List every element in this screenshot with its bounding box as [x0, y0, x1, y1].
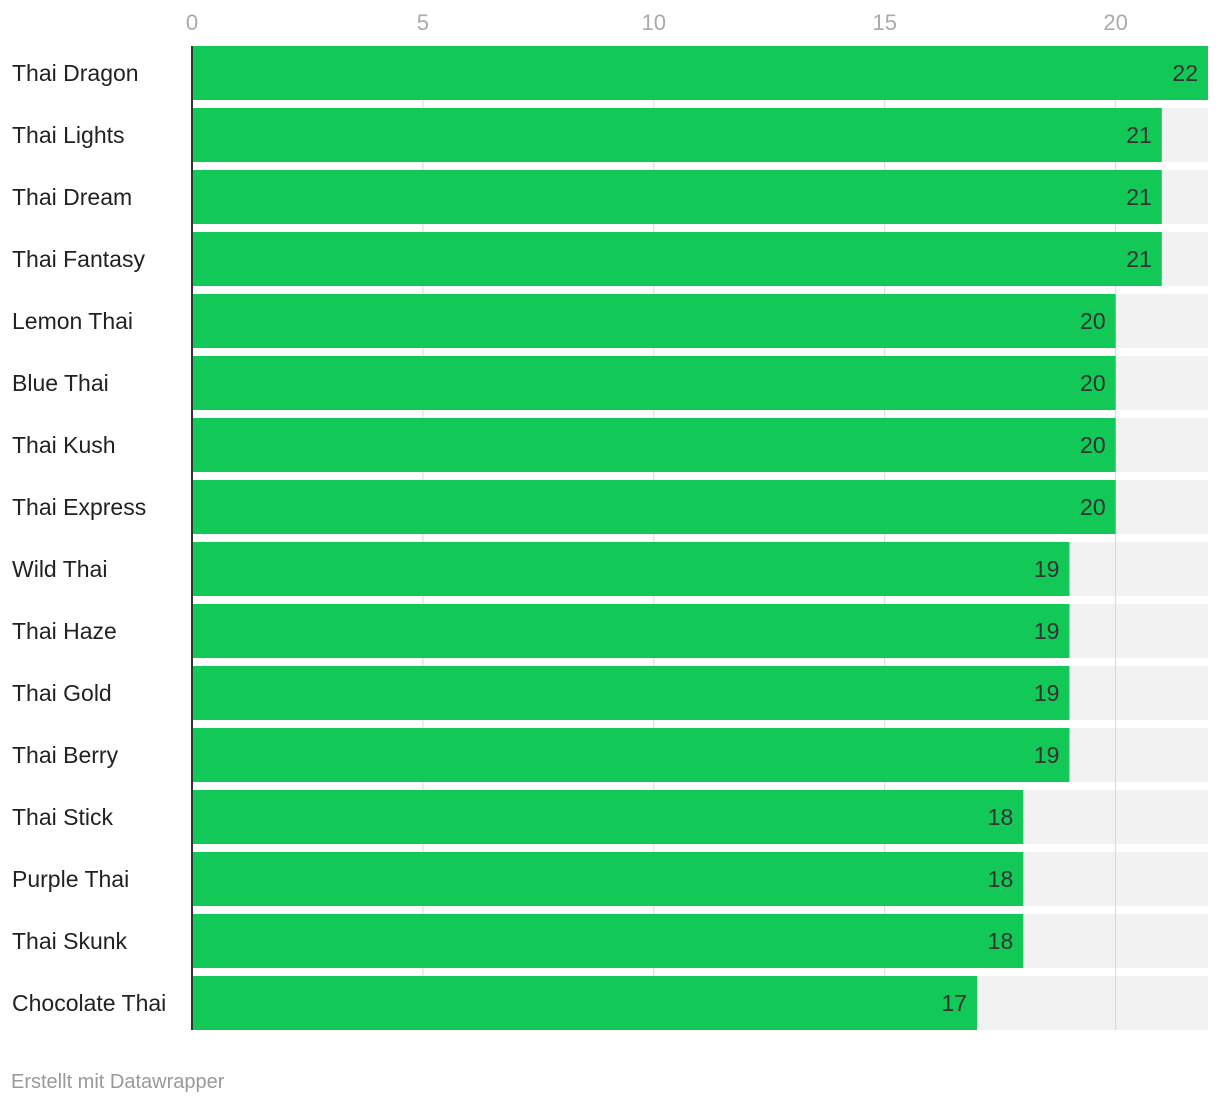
value-label: 18: [988, 804, 1014, 830]
value-label: 18: [988, 866, 1014, 892]
value-label: 20: [1080, 308, 1106, 334]
category-label: Blue Thai: [12, 370, 109, 396]
category-label: Wild Thai: [12, 556, 107, 582]
bar: [192, 728, 1070, 782]
bar: [192, 418, 1116, 472]
x-tick-label: 20: [1103, 10, 1127, 35]
value-label: 17: [941, 990, 967, 1016]
bar: [192, 356, 1116, 410]
bar: [192, 294, 1116, 348]
value-label: 19: [1034, 742, 1060, 768]
value-label: 20: [1080, 432, 1106, 458]
category-label: Thai Kush: [12, 432, 116, 458]
value-label: 19: [1034, 556, 1060, 582]
x-tick-label: 10: [642, 10, 666, 35]
bar: [192, 232, 1162, 286]
x-tick-label: 0: [186, 10, 198, 35]
bar: [192, 852, 1024, 906]
bar: [192, 108, 1162, 162]
bar: [192, 666, 1070, 720]
category-label: Thai Lights: [12, 122, 125, 148]
value-label: 21: [1126, 122, 1152, 148]
value-label: 21: [1126, 184, 1152, 210]
category-label: Lemon Thai: [12, 308, 133, 334]
category-label: Thai Dream: [12, 184, 132, 210]
category-label: Thai Fantasy: [12, 246, 145, 272]
category-label: Purple Thai: [12, 866, 129, 892]
bar: [192, 976, 978, 1030]
category-label: Thai Stick: [12, 804, 113, 830]
value-label: 19: [1034, 680, 1060, 706]
bar: [192, 46, 1208, 100]
value-label: 20: [1080, 370, 1106, 396]
category-label: Thai Skunk: [12, 928, 128, 954]
value-label: 22: [1172, 60, 1198, 86]
bar: [192, 914, 1024, 968]
category-label: Thai Express: [12, 494, 146, 520]
bar-chart-svg: 0 5 10 15 20 Thai Dragon 22 Thai Lights 21 Thai D…: [12, 10, 1208, 1030]
category-label: Chocolate Thai: [12, 990, 166, 1016]
value-label: 19: [1034, 618, 1060, 644]
category-label: Thai Dragon: [12, 60, 139, 86]
category-label: Thai Berry: [12, 742, 119, 768]
x-tick-label: 5: [417, 10, 429, 35]
category-label: Thai Gold: [12, 680, 112, 706]
bar: [192, 480, 1116, 534]
value-label: 18: [988, 928, 1014, 954]
bar: [192, 542, 1070, 596]
value-label: 21: [1126, 246, 1152, 272]
category-label: Thai Haze: [12, 618, 117, 644]
bar: [192, 790, 1024, 844]
footer-credit: Erstellt mit Datawrapper: [11, 1071, 225, 1093]
bar: [192, 604, 1070, 658]
bar: [192, 170, 1162, 224]
value-label: 20: [1080, 494, 1106, 520]
x-tick-label: 15: [872, 10, 896, 35]
